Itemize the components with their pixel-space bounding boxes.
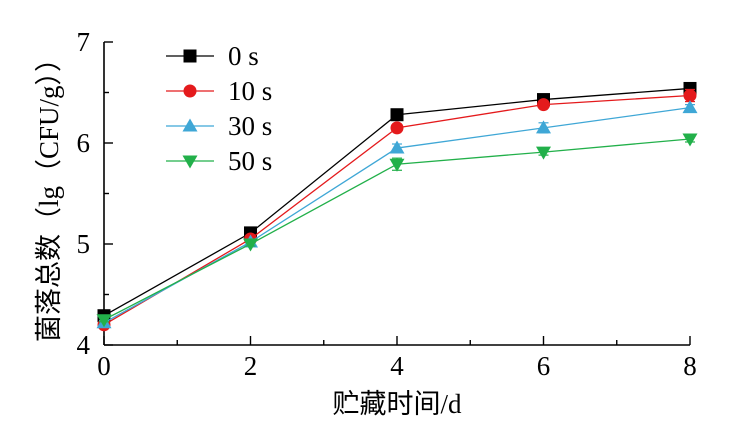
x-axis-label: 贮藏时间/d [332,389,462,419]
legend-marker [183,49,197,63]
y-tick-label: 4 [77,330,91,360]
legend-marker [182,118,198,132]
x-tick-label: 4 [390,351,404,381]
legend-item: 50 s [166,146,272,176]
data-point [389,140,405,154]
legend: 0 s 10 s 30 s 50 s [166,41,272,176]
data-point [682,133,698,147]
x-tick-label: 2 [244,351,258,381]
y-tick-label: 5 [77,229,91,259]
x-tick-label: 0 [97,351,111,381]
x-tick-label: 8 [683,351,697,381]
legend-item: 0 s [166,41,259,71]
data-point [682,100,698,114]
y-axis-label: 菌落总数（lg（CFU/g）） [34,45,64,342]
ticks: 4 5 6 7 0 2 4 6 8 [77,27,697,381]
data-point [536,146,551,160]
series-line [103,107,691,324]
legend-label: 50 s [228,146,272,176]
data-point [537,98,550,112]
data-point [96,314,112,328]
legend-label: 30 s [228,111,272,141]
legend-marker [183,84,197,98]
series-layer [96,81,698,332]
data-point [390,121,404,135]
legend-item: 30 s [166,111,272,141]
legend-item: 10 s [166,76,272,106]
data-point [243,238,258,252]
series [96,100,698,329]
legend-label: 0 s [228,41,259,71]
data-point [683,89,697,103]
y-tick-label: 7 [77,27,91,57]
x-tick-label: 6 [537,351,551,381]
series [97,81,697,323]
series [96,133,698,328]
legend-label: 10 s [228,76,272,106]
data-point [536,120,551,134]
data-point [390,108,404,122]
y-tick-label: 6 [77,128,91,158]
legend-marker [182,155,198,169]
data-point [389,158,405,172]
